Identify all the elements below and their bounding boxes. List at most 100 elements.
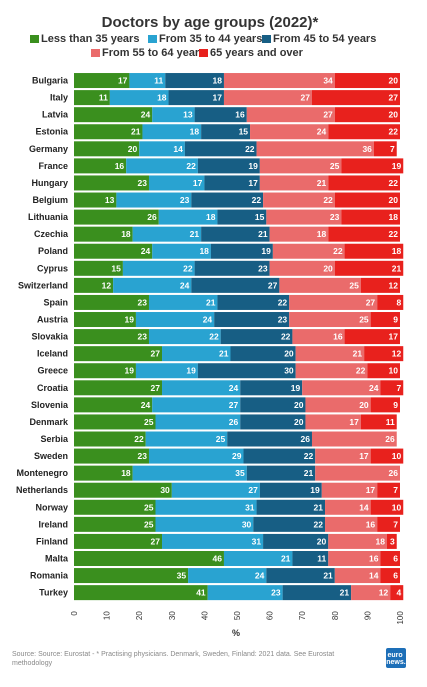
category-label: Cyprus: [37, 263, 68, 273]
bar-segment: [194, 107, 247, 123]
category-label: Serbia: [40, 434, 69, 444]
bar-segment: [74, 192, 117, 208]
data-label: 23: [138, 451, 148, 461]
legend-swatch: [262, 35, 271, 43]
bar-segment: [367, 363, 400, 379]
data-label: 21: [304, 468, 314, 478]
bar-segment: [155, 414, 241, 430]
bar-segment: [74, 516, 156, 532]
bar-segment: [74, 431, 146, 447]
bar-segment: [74, 550, 224, 566]
data-label: 25: [330, 161, 340, 171]
data-label: 12: [379, 588, 389, 598]
bar-segment: [223, 550, 293, 566]
data-label: 18: [375, 536, 385, 546]
bar-segment: [272, 243, 345, 259]
bar-segment: [250, 124, 329, 140]
data-label: 41: [196, 588, 206, 598]
x-tick-label: 0: [70, 611, 79, 616]
data-label: 12: [389, 280, 399, 290]
bar-segment: [256, 499, 326, 515]
data-label: 20: [284, 349, 294, 359]
data-label: 26: [229, 417, 239, 427]
data-label: 11: [99, 93, 108, 103]
bar-segment: [113, 277, 192, 293]
data-label: 25: [144, 502, 154, 512]
data-label: 22: [183, 263, 193, 273]
legend-label: From 55 to 64 years: [102, 47, 205, 59]
bar-segment: [328, 124, 400, 140]
x-tick-label: 20: [135, 611, 144, 620]
bar-segment: [246, 465, 316, 481]
data-label: 22: [252, 195, 262, 205]
data-label: 20: [323, 263, 333, 273]
data-label: 27: [389, 93, 399, 103]
bar-segment: [184, 141, 257, 157]
data-label: 17: [118, 76, 128, 86]
data-label: 21: [206, 297, 216, 307]
data-label: 25: [359, 315, 369, 325]
data-label: 14: [369, 571, 379, 581]
bar-segment: [334, 73, 400, 89]
data-label: 29: [232, 451, 242, 461]
bar-segment: [315, 465, 400, 481]
category-label: Ireland: [38, 519, 68, 529]
bar-segment: [132, 465, 247, 481]
bar-segment: [210, 243, 273, 259]
data-label: 21: [314, 502, 324, 512]
bar-segment: [269, 260, 335, 276]
data-label: 20: [389, 195, 399, 205]
data-label: 35: [235, 468, 245, 478]
category-label: France: [38, 161, 68, 171]
bar-segment: [171, 482, 260, 498]
bar-segment: [370, 397, 400, 413]
bar-segment: [344, 329, 400, 345]
bar-segment: [259, 482, 322, 498]
data-label: 10: [392, 451, 402, 461]
bar-segment: [74, 448, 149, 464]
chart-title: Doctors by age groups (2022)*: [102, 14, 319, 31]
category-label: Estonia: [35, 127, 69, 137]
bar-segment: [292, 329, 345, 345]
data-label: 27: [151, 383, 161, 393]
bar-segment: [328, 533, 387, 549]
category-label: Italy: [50, 93, 68, 103]
data-label: 13: [183, 110, 193, 120]
data-label: 22: [389, 178, 399, 188]
legend-swatch: [91, 49, 100, 57]
data-label: 18: [157, 93, 167, 103]
legend-label: Less than 35 years: [41, 33, 139, 45]
legend: Less than 35 years From 35 to 44 years Fro…: [30, 33, 376, 59]
data-label: 27: [151, 536, 161, 546]
bar-segment: [253, 516, 326, 532]
bar-segment: [315, 448, 371, 464]
data-label: 24: [317, 127, 327, 137]
bar-segment: [74, 363, 136, 379]
data-label: 18: [212, 76, 222, 86]
bar-segment: [194, 260, 270, 276]
data-label: 27: [301, 93, 311, 103]
bar-segment: [152, 243, 211, 259]
bar-segment: [240, 397, 306, 413]
bar-segment: [132, 226, 202, 242]
data-label: 21: [392, 263, 402, 273]
bar-segment: [360, 277, 400, 293]
data-label: 18: [199, 246, 209, 256]
bar-segment: [328, 226, 400, 242]
data-label: 27: [248, 485, 258, 495]
bar-segment: [74, 294, 149, 310]
data-label: 17: [389, 332, 399, 342]
bar-segment: [256, 141, 374, 157]
bar-segment: [74, 499, 156, 515]
data-label: 26: [301, 434, 311, 444]
category-label: Switzerland: [18, 280, 68, 290]
bar-segment: [191, 192, 264, 208]
data-label: 21: [219, 349, 229, 359]
data-label: 23: [258, 263, 268, 273]
bar-segment: [217, 294, 290, 310]
bar-segment: [279, 277, 361, 293]
data-label: 19: [186, 366, 196, 376]
bar-segment: [74, 568, 189, 584]
bar-segment: [380, 550, 400, 566]
